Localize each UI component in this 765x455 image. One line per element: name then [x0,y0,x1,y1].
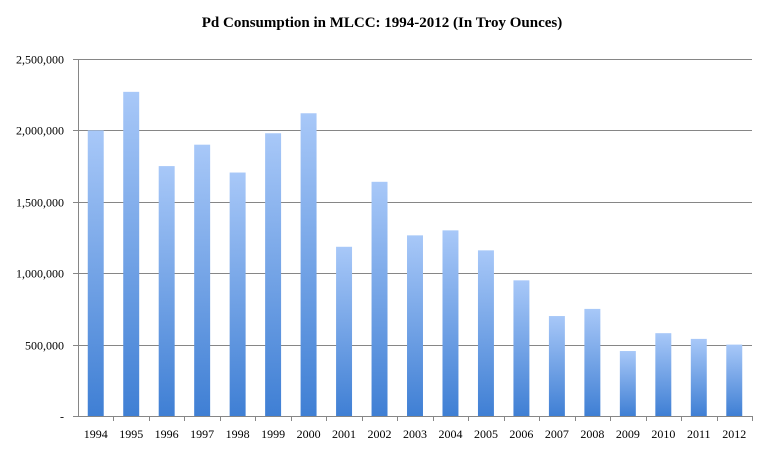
y-tick-label: 2,000,000 [16,124,64,138]
bar-1998 [229,172,246,416]
bar-2007 [548,316,565,416]
y-tick-label: 500,000 [25,339,64,353]
x-tick-label: 1996 [155,427,179,441]
x-tick-label: 2007 [545,427,569,441]
x-tick-label: 2009 [616,427,640,441]
x-tick-label: 1994 [84,427,108,441]
bars [87,91,743,417]
bar-2003 [407,235,423,416]
x-tick-label: 2001 [332,427,356,441]
x-tick-label: 1998 [226,427,250,441]
bar-2011 [690,338,707,416]
x-axis-tick-labels: 1994 1995 1996 1997 1998 1999 2000 2001 2002 2003… [84,427,747,441]
bar-2001 [336,246,353,416]
bar-1999 [265,133,282,417]
y-axis-tick-labels: - 500,000 1,000,000 1,500,000 2,000,000 2,500… [16,53,64,424]
bar-1997 [194,144,211,416]
x-tick-label: 2012 [722,427,746,441]
bar-2010 [655,333,672,416]
bar-2002 [371,181,388,416]
x-tick-label: 2006 [509,427,533,441]
y-tick-label: 2,500,000 [16,53,64,67]
x-tick-label: 1997 [190,427,214,441]
y-tick-label: 1,000,000 [16,267,64,281]
x-tick-label: 2005 [474,427,498,441]
y-tick-label: 1,500,000 [16,196,64,210]
x-tick-label: 2003 [403,427,427,441]
bar-2006 [513,280,530,416]
gridlines [78,59,752,346]
x-tick-label: 1995 [119,427,143,441]
bar-2009 [619,351,636,416]
x-tick-label: 1999 [261,427,285,441]
bar-1996 [158,166,175,416]
x-tick-label: 2010 [651,427,675,441]
x-tick-label: 2000 [297,427,321,441]
chart-title: Pd Consumption in MLCC: 1994-2012 (In Tr… [202,15,562,31]
x-tick-label: 2004 [438,427,462,441]
x-tick-label: 2008 [580,427,604,441]
bar-1994 [87,130,104,416]
axes [73,59,753,421]
bar-2012 [726,344,743,416]
y-tick-label: - [60,410,64,424]
x-tick-label: 2002 [368,427,392,441]
bar-2000 [300,113,317,416]
bar-2005 [477,250,494,416]
x-tick-label: 2011 [687,427,711,441]
bar-2004 [442,230,459,416]
bar-2008 [584,308,601,416]
bar-1995 [123,91,140,417]
